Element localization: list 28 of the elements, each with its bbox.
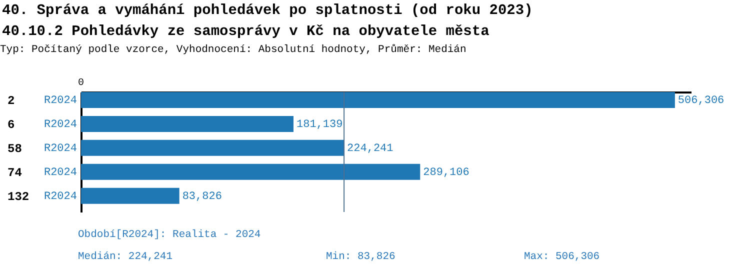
data-label: 83,826 — [182, 190, 222, 203]
y-tick-label: 58 — [8, 142, 22, 156]
data-label: 181,139 — [296, 118, 343, 131]
text: R2024 — [44, 190, 77, 203]
text: R2024 — [44, 118, 77, 131]
y-tick-label: 132 — [8, 190, 30, 204]
chart-title: 40. Správa a vymáhání pohledávek po splatnosti (od roku 2023) — [2, 3, 533, 19]
text: Max: 506,306 — [524, 251, 600, 263]
data-label: 224,241 — [347, 142, 394, 155]
text: 0 — [78, 78, 84, 89]
bar — [81, 188, 180, 204]
text: R2024 — [44, 166, 77, 179]
bar — [81, 164, 420, 180]
bar — [81, 116, 294, 132]
series-label: R2024 — [44, 95, 78, 108]
y-tick-label: 6 — [8, 118, 15, 132]
y-tick-label: 2 — [8, 94, 15, 108]
bar — [81, 92, 675, 108]
chart-subtitle: 40.10.2 Pohledávky ze samosprávy v Kč na obyvatele města — [2, 24, 490, 40]
text: Medián: 224,241 — [78, 251, 173, 263]
text: Období[R2024]: Realita - 2024 — [78, 229, 261, 241]
text: Typ: Počítaný podle vzorce, Vyhodnocení: Absolutní hodnoty, Průměr: Medián — [0, 44, 466, 56]
text: Min: 83,826 — [326, 251, 396, 263]
y-tick-label: 74 — [8, 166, 22, 180]
text: R2024 — [44, 142, 77, 155]
data-label: 506,306 — [678, 95, 724, 108]
data-label: 289,106 — [423, 166, 470, 179]
bar — [81, 140, 344, 156]
